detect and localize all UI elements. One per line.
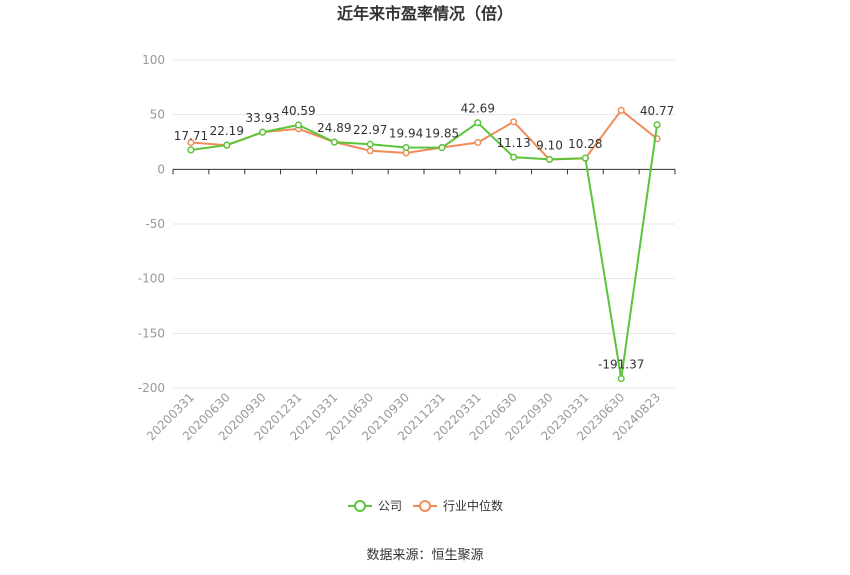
data-point-company[interactable] xyxy=(510,153,518,161)
data-label-company: 19.85 xyxy=(425,127,459,141)
legend-marker-industry-median xyxy=(419,500,431,512)
x-axis: 2020033120200630202009302020123120210331… xyxy=(144,168,676,443)
legend-item-industry-median[interactable]: 行业中位数 xyxy=(413,498,503,513)
data-point-company[interactable] xyxy=(438,144,446,152)
grid-lines xyxy=(173,59,675,389)
series-layer xyxy=(187,106,661,383)
data-point-company[interactable] xyxy=(581,154,589,162)
data-point-company[interactable] xyxy=(294,121,303,129)
data-point-industry-median[interactable] xyxy=(617,106,625,114)
data-label-company: 10.28 xyxy=(568,137,602,151)
data-label-company: 42.69 xyxy=(461,102,495,116)
y-axis: 100 50 0 -50 -100 -150 -200 xyxy=(138,53,165,395)
data-point-industry-median[interactable] xyxy=(187,138,195,147)
data-label-company: 17.71 xyxy=(174,129,208,143)
data-point-company[interactable] xyxy=(259,128,267,136)
legend: 公司 行业中位数 xyxy=(348,498,503,513)
data-point-company[interactable] xyxy=(402,143,410,152)
data-source: 数据来源：恒生聚源 xyxy=(366,548,483,563)
data-label-company: 9.10 xyxy=(536,138,563,152)
y-tick-label: -200 xyxy=(138,381,165,395)
y-tick-label: -100 xyxy=(138,272,165,286)
data-point-industry-median[interactable] xyxy=(366,147,374,155)
data-label-company: 22.97 xyxy=(353,123,387,137)
data-point-company[interactable] xyxy=(330,138,338,146)
data-point-company[interactable] xyxy=(545,155,554,163)
data-label-company: 40.59 xyxy=(281,104,315,118)
data-label-company: 40.77 xyxy=(640,104,674,118)
y-tick-label: 0 xyxy=(157,162,165,176)
data-point-company[interactable] xyxy=(187,146,195,154)
data-point-industry-median[interactable] xyxy=(510,118,518,126)
data-label-company: -191.37 xyxy=(598,358,644,372)
legend-item-company[interactable]: 公司 xyxy=(348,499,402,513)
y-tick-label: 100 xyxy=(142,53,165,67)
data-point-company[interactable] xyxy=(617,375,625,383)
chart-title: 近年来市盈率情况（倍） xyxy=(337,4,513,23)
legend-label-industry-median: 行业中位数 xyxy=(443,498,503,513)
series-line-company xyxy=(190,121,659,379)
data-point-company[interactable] xyxy=(653,121,661,129)
data-label-company: 19.94 xyxy=(389,127,423,141)
legend-label-company: 公司 xyxy=(378,499,402,513)
data-label-company: 33.93 xyxy=(245,111,279,125)
data-point-company[interactable] xyxy=(223,141,231,149)
y-tick-label: -150 xyxy=(138,326,165,340)
y-tick-label: 50 xyxy=(150,108,165,122)
data-point-industry-median[interactable] xyxy=(474,138,482,147)
data-point-company[interactable] xyxy=(366,140,374,148)
data-label-company: 11.13 xyxy=(496,136,530,150)
data-label-company: 22.19 xyxy=(210,124,244,138)
legend-marker-company xyxy=(354,500,366,512)
y-tick-label: -50 xyxy=(145,217,165,231)
data-label-company: 24.89 xyxy=(317,121,351,135)
data-point-company[interactable] xyxy=(474,119,482,127)
